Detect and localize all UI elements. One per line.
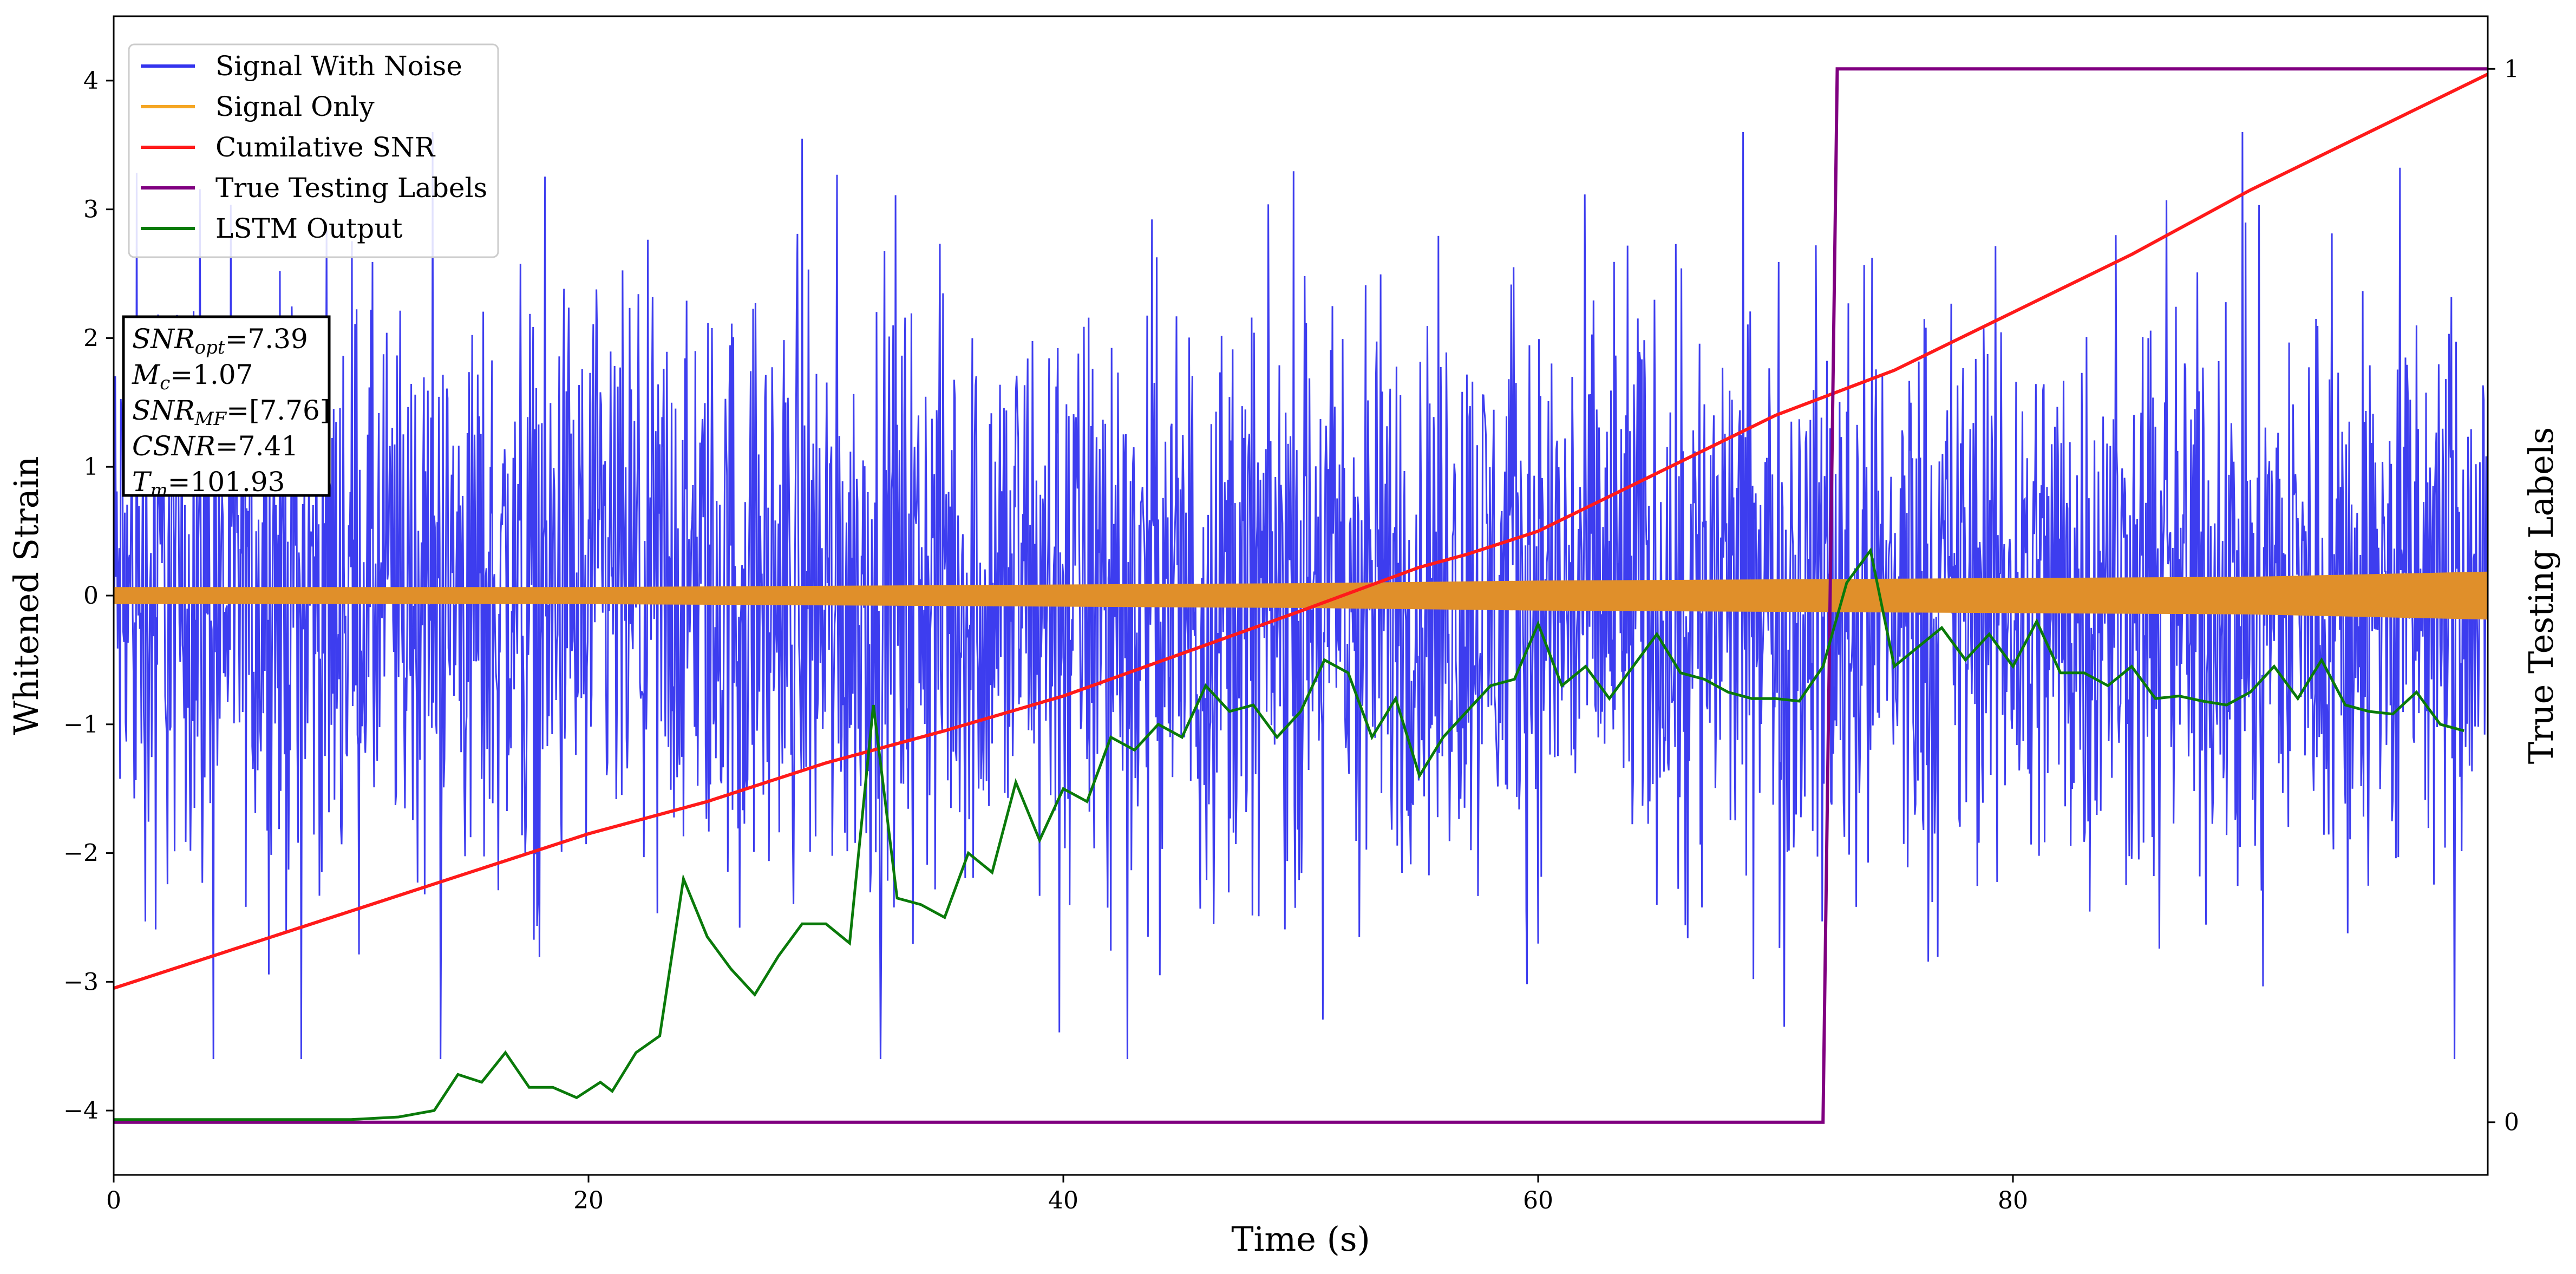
y-tick-label: 0 — [83, 582, 99, 610]
y-tick-label: 4 — [83, 67, 99, 95]
info-line: SNRopt=7.39 — [132, 323, 308, 358]
y-tick-label: 3 — [83, 196, 99, 224]
info-line: Tm=101.93 — [132, 466, 285, 501]
legend-label: True Testing Labels — [215, 172, 487, 204]
y-axis-title: Whitened Strain — [6, 456, 46, 735]
y-axis-left: −4 −3 −2 −1 0 1 2 3 4 — [63, 67, 114, 1125]
x-tick-label: 0 — [106, 1187, 121, 1214]
x-axis: 0 20 40 60 80 — [106, 1175, 2028, 1214]
y-axis-right: 01 — [2488, 55, 2519, 1136]
y-tick-label: 1 — [83, 453, 99, 481]
y2-tick-label: 1 — [2504, 55, 2519, 83]
y2-axis-title: True Testing Labels — [2521, 427, 2561, 765]
y-tick-label: −2 — [63, 840, 99, 867]
x-axis-title: Time (s) — [1231, 1219, 1370, 1259]
series-signal-only — [114, 571, 2488, 620]
x-tick-label: 60 — [1523, 1187, 1553, 1214]
y-tick-label: 2 — [83, 324, 99, 352]
legend-label: LSTM Output — [215, 213, 402, 244]
legend-label: Cumilative SNR — [215, 132, 435, 163]
legend-label: Signal Only — [215, 91, 375, 122]
legend-frame — [128, 43, 499, 258]
x-tick-label: 20 — [573, 1187, 604, 1214]
y-tick-label: −4 — [63, 1097, 99, 1125]
info-line: SNRMF=[7.76] — [132, 395, 330, 430]
y2-tick-label: 0 — [2504, 1109, 2519, 1136]
legend-label: Signal With Noise — [215, 50, 462, 82]
y-tick-label: −1 — [63, 711, 99, 739]
series-true-testing-labels — [114, 67, 2488, 1124]
info-line: Mc=1.07 — [132, 359, 253, 394]
x-tick-label: 40 — [1048, 1187, 1078, 1214]
x-tick-label: 80 — [1998, 1187, 2028, 1214]
series-lstm-output — [114, 547, 2464, 1121]
series-signal-with-noise — [114, 132, 2488, 1060]
y-tick-label: −3 — [63, 968, 99, 996]
info-line: CSNR=7.41 — [132, 430, 298, 462]
info-box-frame — [122, 315, 331, 497]
legend: Signal With Noise Signal Only Cumilative S… — [128, 43, 499, 258]
series-cumulative-snr — [114, 73, 2488, 990]
plot-area — [114, 67, 2488, 1124]
